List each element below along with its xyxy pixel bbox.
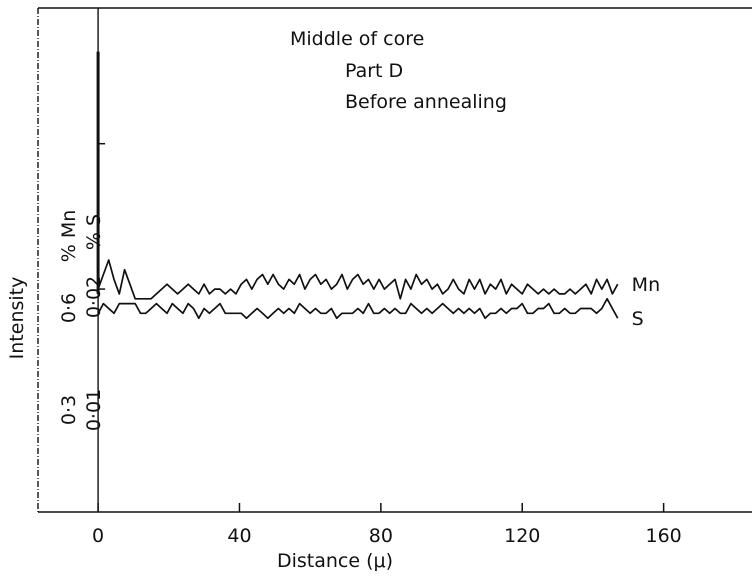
y-s-scale-label-low: 0·01 — [83, 389, 105, 431]
x-ticks: 0 40 80 120 160 — [92, 503, 682, 547]
series-mn-label: Mn — [632, 274, 660, 296]
x-tick-label: 160 — [646, 525, 682, 547]
series-s-line — [97, 297, 619, 320]
series-mn-line — [97, 259, 619, 300]
plot-frame — [37, 7, 752, 513]
y-mn-scale-label-high: 0·6 — [58, 293, 80, 323]
annotation-before-annealing: Before annealing — [345, 91, 507, 113]
annotation-middle-of-core: Middle of core — [290, 28, 424, 50]
y-axis-label: Intensity — [6, 277, 28, 360]
y-mn-scale-label-low: 0·3 — [58, 395, 80, 425]
x-axis-label: Distance (μ) — [277, 550, 393, 572]
annotation-part-d: Part D — [345, 60, 403, 82]
y-s-scale-label-high: 0·02 — [83, 276, 105, 318]
series-s-label: S — [632, 308, 644, 330]
x-tick-label: 40 — [227, 525, 251, 547]
series-labels: Mn S — [632, 274, 660, 330]
series-layer — [97, 259, 619, 320]
x-tick-label: 120 — [504, 525, 540, 547]
x-tick-label: 0 — [92, 525, 104, 547]
y-ticks — [98, 142, 106, 290]
y-mn-unit-label: % Mn — [58, 210, 80, 263]
y-s-unit-label: % S — [83, 214, 105, 250]
x-tick-label: 80 — [369, 525, 393, 547]
